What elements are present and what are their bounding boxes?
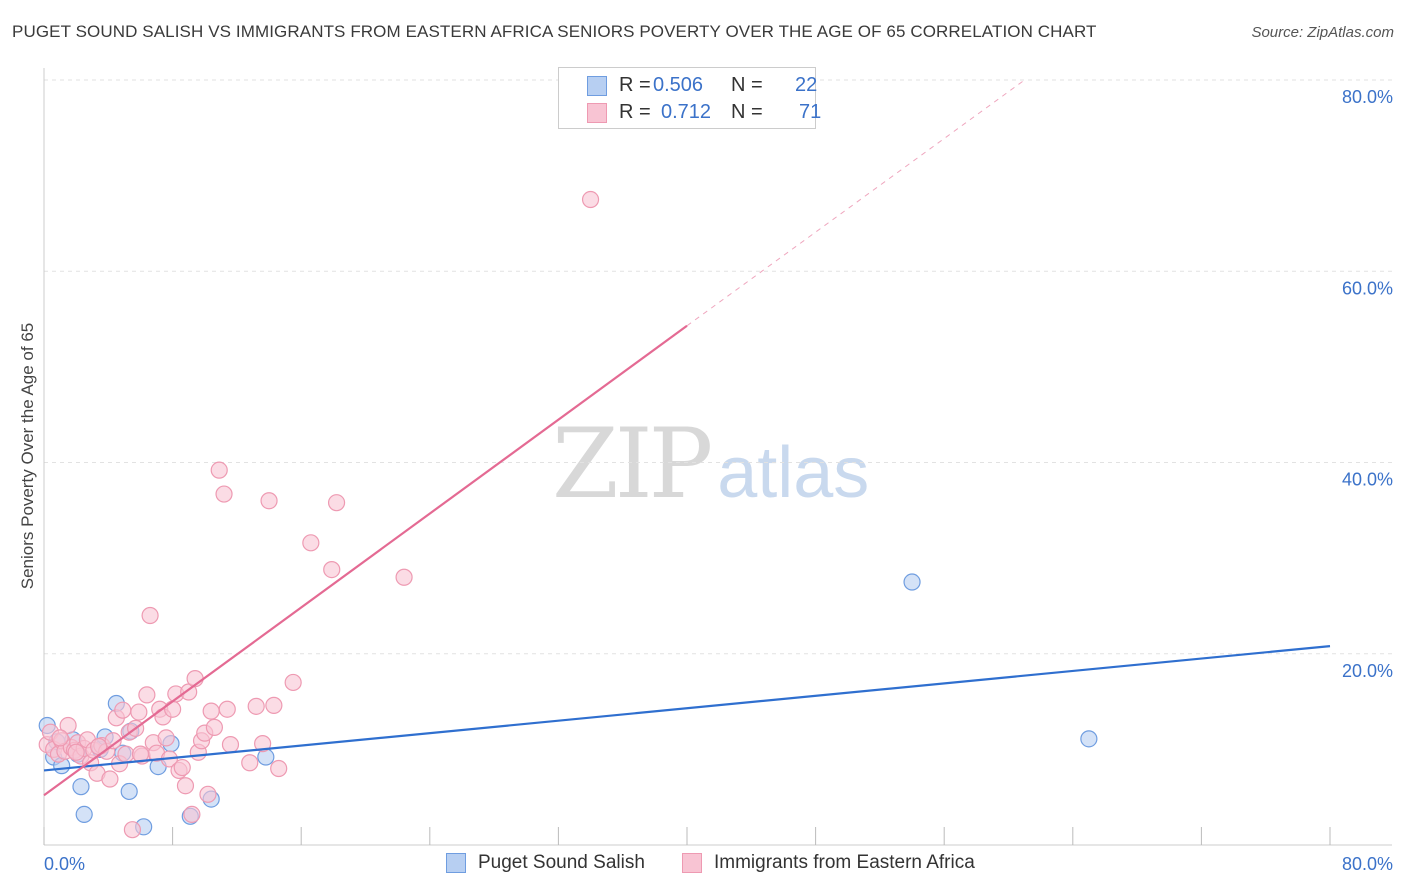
point-immigrants-eastern-africa bbox=[210, 461, 228, 479]
legend-n-label: N = bbox=[731, 74, 763, 96]
point-immigrants-eastern-africa bbox=[130, 703, 148, 721]
point-immigrants-eastern-africa bbox=[202, 702, 220, 720]
tick-label-layer: 20.0% 40.0% 60.0% 80.0% 0.0% 80.0% bbox=[44, 87, 1393, 874]
chart-source: Source: ZipAtlas.com bbox=[1251, 24, 1394, 41]
trendline-puget-sound-salish bbox=[43, 645, 1331, 772]
x-tick-label: 0.0% bbox=[44, 854, 85, 874]
point-immigrants-eastern-africa bbox=[51, 729, 69, 747]
chart-title: PUGET SOUND SALISH VS IMMIGRANTS FROM EA… bbox=[12, 22, 1097, 41]
point-immigrants-eastern-africa bbox=[323, 560, 341, 579]
point-immigrants-eastern-africa bbox=[117, 745, 135, 763]
point-immigrants-eastern-africa bbox=[247, 697, 265, 715]
point-puget-sound-salish bbox=[903, 573, 921, 591]
legend-r-value: 0.712 bbox=[661, 101, 712, 123]
point-immigrants-eastern-africa bbox=[284, 673, 302, 692]
point-immigrants-eastern-africa bbox=[254, 735, 272, 753]
point-immigrants-eastern-africa bbox=[101, 770, 119, 788]
bottom-legend-swatch-blue bbox=[446, 853, 466, 873]
y-axis-label: Seniors Poverty Over the Age of 65 bbox=[18, 322, 37, 590]
trend-layer bbox=[43, 79, 1331, 797]
legend-n-value: 71 bbox=[799, 101, 822, 123]
point-immigrants-eastern-africa bbox=[59, 716, 77, 735]
point-immigrants-eastern-africa bbox=[141, 606, 159, 625]
legend-n-label: N = bbox=[731, 101, 763, 123]
legend-n-value: 22 bbox=[795, 74, 818, 96]
point-immigrants-eastern-africa bbox=[270, 759, 288, 778]
point-immigrants-eastern-africa bbox=[183, 805, 201, 824]
point-immigrants-eastern-africa bbox=[395, 568, 413, 586]
point-immigrants-eastern-africa bbox=[67, 743, 85, 761]
point-immigrants-eastern-africa bbox=[157, 729, 175, 747]
point-immigrants-eastern-africa bbox=[241, 754, 259, 772]
bottom-legend-swatch-pink bbox=[682, 853, 702, 873]
point-immigrants-eastern-africa bbox=[104, 732, 122, 750]
legend-swatch-blue bbox=[587, 76, 607, 96]
point-immigrants-eastern-africa bbox=[164, 700, 182, 718]
point-immigrants-eastern-africa bbox=[265, 696, 283, 714]
point-puget-sound-salish bbox=[72, 778, 90, 796]
bottom-legend-label: Immigrants from Eastern Africa bbox=[714, 852, 975, 873]
point-puget-sound-salish bbox=[1080, 730, 1098, 748]
point-immigrants-eastern-africa bbox=[173, 758, 191, 777]
point-immigrants-eastern-africa bbox=[123, 821, 142, 839]
point-immigrants-eastern-africa bbox=[138, 686, 156, 704]
point-immigrants-eastern-africa bbox=[199, 785, 217, 803]
point-immigrants-eastern-africa bbox=[221, 735, 240, 754]
x-tick-label: 80.0% bbox=[1342, 854, 1393, 874]
y-tick-label: 20.0% bbox=[1342, 661, 1393, 681]
grid-layer bbox=[44, 79, 1392, 655]
point-immigrants-eastern-africa bbox=[581, 190, 600, 209]
y-tick-label: 80.0% bbox=[1342, 87, 1393, 107]
legend-r-label: R = bbox=[619, 74, 651, 96]
legend-r-label: R = bbox=[619, 101, 651, 123]
point-immigrants-eastern-africa bbox=[114, 701, 132, 719]
y-tick-label: 40.0% bbox=[1342, 470, 1393, 490]
point-immigrants-eastern-africa bbox=[302, 534, 320, 552]
legend-swatch-pink bbox=[587, 103, 607, 123]
point-immigrants-eastern-africa bbox=[327, 494, 346, 512]
point-immigrants-eastern-africa bbox=[218, 700, 236, 718]
point-puget-sound-salish bbox=[75, 805, 93, 824]
trendline-immigrants-eastern-africa bbox=[43, 324, 688, 797]
point-immigrants-eastern-africa bbox=[176, 777, 195, 795]
legend-r-value: 0.506 bbox=[653, 74, 704, 96]
point-puget-sound-salish bbox=[120, 782, 138, 801]
points-layer bbox=[38, 190, 1098, 839]
point-immigrants-eastern-africa bbox=[205, 718, 223, 736]
point-immigrants-eastern-africa bbox=[260, 492, 278, 510]
axis-layer bbox=[43, 68, 1392, 846]
bottom-legend-label: Puget Sound Salish bbox=[478, 852, 645, 873]
point-immigrants-eastern-africa bbox=[215, 485, 233, 503]
correlation-legend: R = 0.506 N = 22 R = 0.712 N = 71 bbox=[558, 67, 821, 129]
y-tick-label: 60.0% bbox=[1342, 278, 1393, 298]
